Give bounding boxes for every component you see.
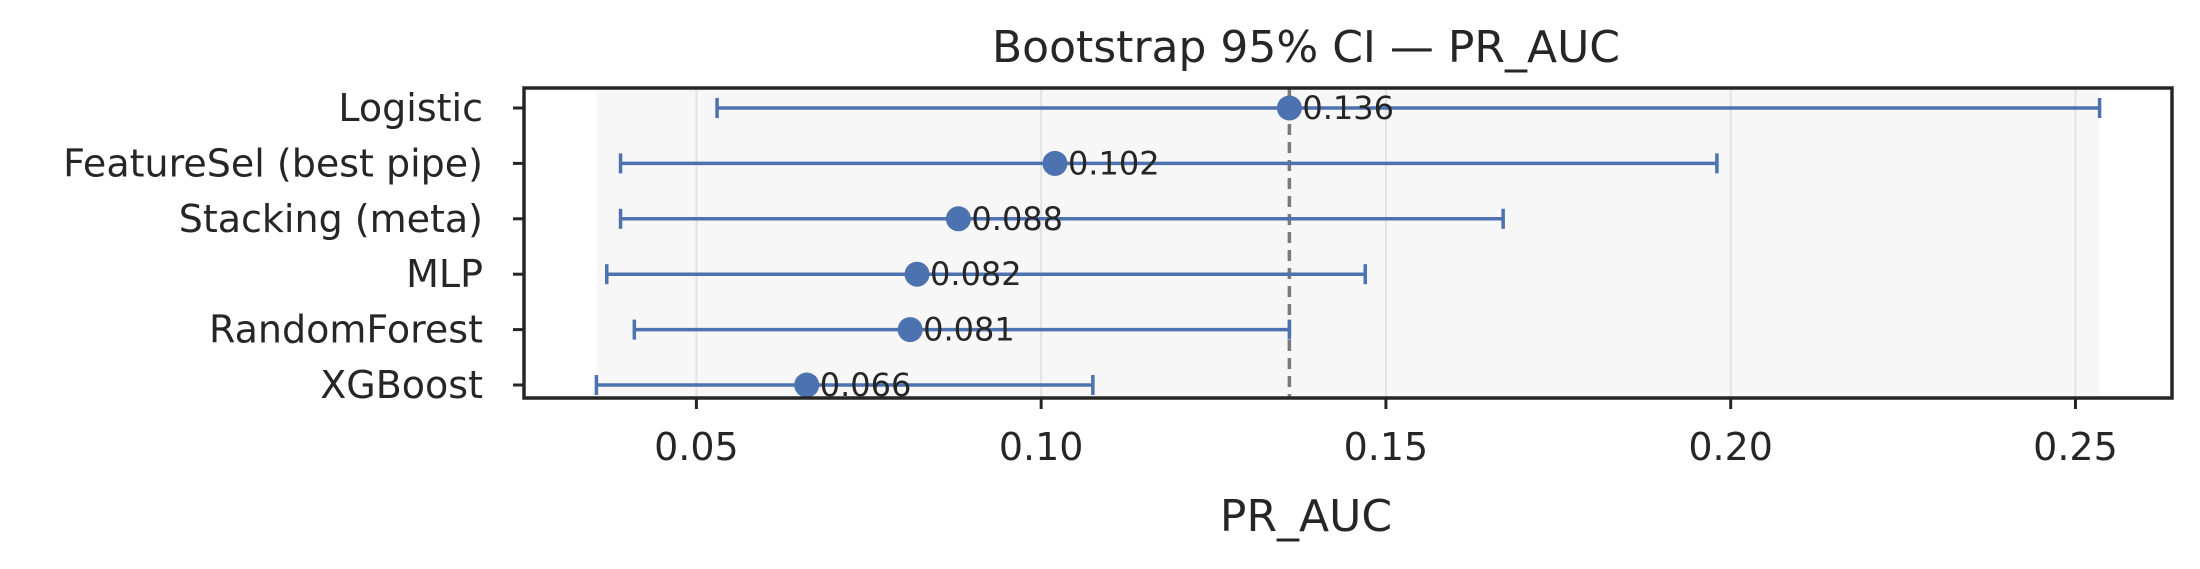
- y-tick-label: RandomForest: [209, 308, 483, 352]
- point-marker: [904, 261, 930, 287]
- x-tick-label: 0.10: [999, 425, 1084, 469]
- data-label: 0.088: [971, 200, 1063, 238]
- plot-frame: [522, 86, 2174, 400]
- data-label: 0.102: [1068, 144, 1160, 182]
- data-label: 0.081: [923, 311, 1015, 349]
- point-marker: [897, 317, 923, 343]
- y-tick-label: FeatureSel (best pipe): [63, 141, 483, 185]
- y-tick-label: Logistic: [338, 86, 483, 130]
- point-marker: [1276, 95, 1302, 121]
- x-tick-label: 0.15: [1344, 425, 1429, 469]
- x-tick-label: 0.05: [654, 425, 739, 469]
- data-label: 0.136: [1302, 89, 1394, 127]
- point-marker: [794, 372, 820, 398]
- y-tick-label: XGBoost: [320, 363, 483, 407]
- chart-title: Bootstrap 95% CI — PR_AUC: [992, 22, 1620, 73]
- y-tick-label: Stacking (meta): [179, 197, 483, 241]
- point-marker: [945, 206, 971, 232]
- x-axis-label: PR_AUC: [1220, 491, 1392, 542]
- y-tick-label: MLP: [406, 252, 483, 296]
- x-tick-label: 0.25: [2033, 425, 2118, 469]
- ci-range-band: [596, 88, 2100, 398]
- x-tick-label: 0.20: [1688, 425, 1773, 469]
- point-marker: [1042, 150, 1068, 176]
- data-label: 0.082: [930, 255, 1022, 293]
